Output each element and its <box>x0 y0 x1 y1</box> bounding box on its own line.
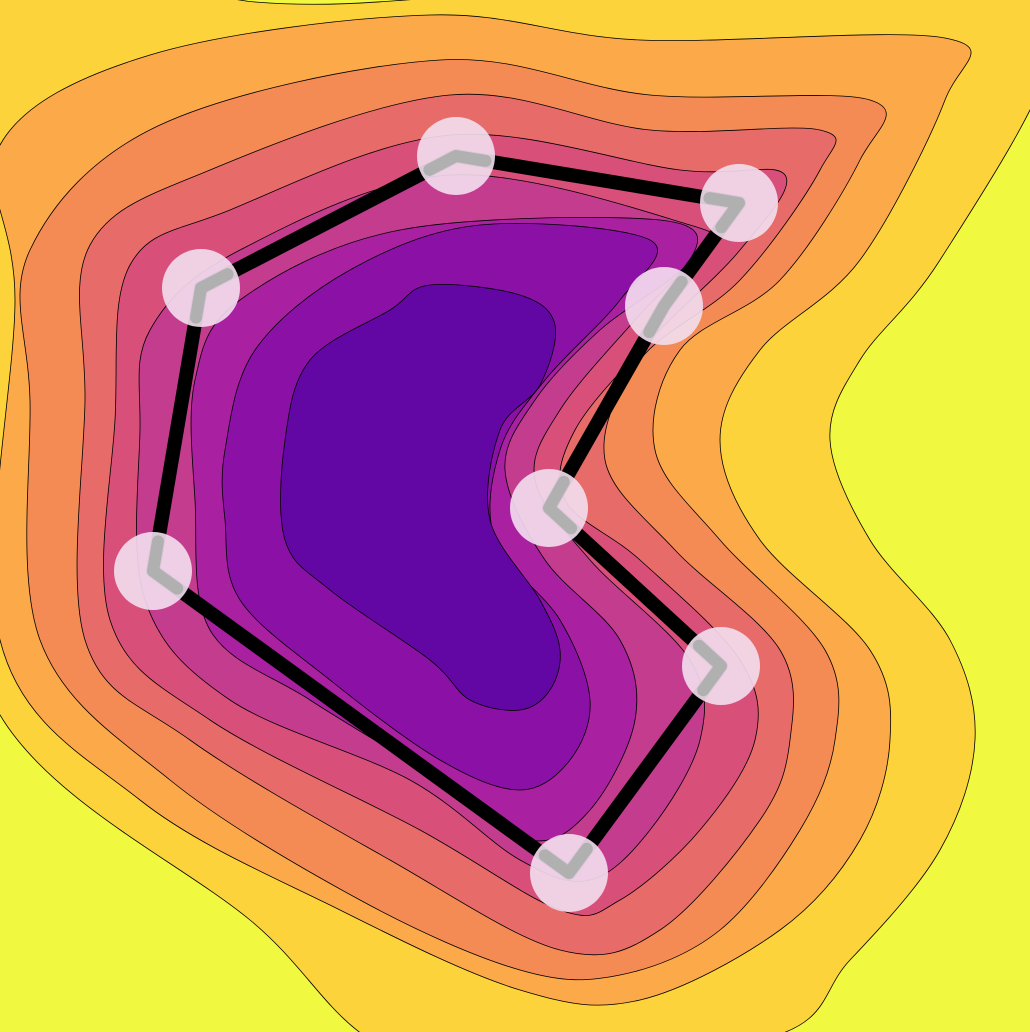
vertex-handle-6[interactable] <box>530 834 608 912</box>
vertex-handle-2[interactable] <box>700 164 778 242</box>
chevron-marker-icon <box>147 535 184 595</box>
chevron-marker-icon <box>190 268 234 324</box>
contour-band-9 <box>280 284 561 711</box>
chevron-marker-icon <box>538 842 593 879</box>
vertex-handle-7[interactable] <box>114 532 192 610</box>
vertex-handle-4[interactable] <box>510 469 588 547</box>
chevron-marker-icon <box>423 150 492 176</box>
chevron-marker-icon <box>643 275 688 339</box>
vertex-handle-1[interactable] <box>417 117 495 195</box>
chevron-marker-icon <box>703 192 745 234</box>
vertex-handles <box>114 117 778 912</box>
chevron-marker-icon <box>543 475 578 535</box>
vertex-handle-3[interactable] <box>625 267 703 345</box>
vertex-handle-8[interactable] <box>162 249 240 327</box>
chevron-marker-icon <box>692 639 727 697</box>
vertex-handle-5[interactable] <box>682 627 760 705</box>
